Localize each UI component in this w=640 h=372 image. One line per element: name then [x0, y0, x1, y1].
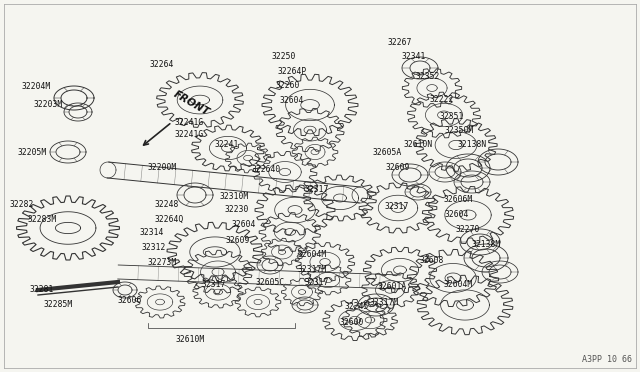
Text: 32273M: 32273M [148, 258, 177, 267]
Text: 32610M: 32610M [175, 335, 205, 344]
Text: 32608: 32608 [420, 256, 444, 265]
Text: 32270: 32270 [456, 225, 481, 234]
Text: 32601A: 32601A [378, 282, 407, 291]
Text: 32312: 32312 [142, 243, 166, 252]
Text: 32317M: 32317M [370, 298, 399, 307]
Text: 32606M: 32606M [444, 195, 473, 204]
Text: 32317M: 32317M [298, 265, 327, 274]
Text: 32204M: 32204M [22, 82, 51, 91]
Text: 32230: 32230 [225, 205, 250, 214]
Text: 32281: 32281 [30, 285, 54, 294]
Text: 32241: 32241 [215, 140, 239, 149]
Text: 32283M: 32283M [28, 215, 57, 224]
Text: 32200M: 32200M [148, 163, 177, 172]
Text: 32241G: 32241G [175, 130, 204, 139]
Text: 32264P: 32264P [278, 67, 307, 76]
Text: 32317: 32317 [202, 280, 227, 289]
Text: 32264: 32264 [150, 60, 174, 69]
Text: 32609: 32609 [386, 163, 410, 172]
Text: 32248: 32248 [155, 200, 179, 209]
Text: 32205M: 32205M [18, 148, 47, 157]
Text: 32317: 32317 [385, 202, 410, 211]
Text: 322640: 322640 [252, 165, 281, 174]
Text: 32604: 32604 [280, 96, 305, 105]
Text: 32138M: 32138M [472, 240, 501, 249]
Text: 32352: 32352 [416, 72, 440, 81]
Text: 32203M: 32203M [34, 100, 63, 109]
Text: 32604M: 32604M [444, 280, 473, 289]
Text: A3PP 10 66: A3PP 10 66 [582, 355, 632, 364]
Text: 32241G: 32241G [175, 118, 204, 127]
Text: 32267: 32267 [388, 38, 412, 47]
Text: 32282: 32282 [10, 200, 35, 209]
Text: 32264Q: 32264Q [155, 215, 184, 224]
Text: 32609: 32609 [226, 236, 250, 245]
Text: 32341: 32341 [402, 52, 426, 61]
Text: 32606: 32606 [118, 296, 142, 305]
Text: 32604: 32604 [445, 210, 469, 219]
Text: 32245: 32245 [345, 302, 369, 311]
Text: 32310M: 32310M [220, 192, 249, 201]
Text: 32605C: 32605C [256, 278, 285, 287]
Text: 32222: 32222 [430, 95, 454, 104]
Text: 32351: 32351 [440, 112, 465, 121]
Text: 32317: 32317 [305, 278, 330, 287]
Text: 32250: 32250 [272, 52, 296, 61]
Text: 32138N: 32138N [458, 140, 487, 149]
Text: 32350M: 32350M [445, 126, 474, 135]
Text: 32604: 32604 [232, 220, 257, 229]
Text: 32610N: 32610N [404, 140, 433, 149]
Text: FRONT: FRONT [172, 89, 211, 118]
Text: 32314: 32314 [140, 228, 164, 237]
Text: 32317: 32317 [305, 185, 330, 194]
Text: 32604M: 32604M [298, 250, 327, 259]
Text: 32260: 32260 [276, 81, 300, 90]
Text: 32605A: 32605A [373, 148, 403, 157]
Text: 32600: 32600 [340, 318, 364, 327]
Text: 32285M: 32285M [44, 300, 73, 309]
